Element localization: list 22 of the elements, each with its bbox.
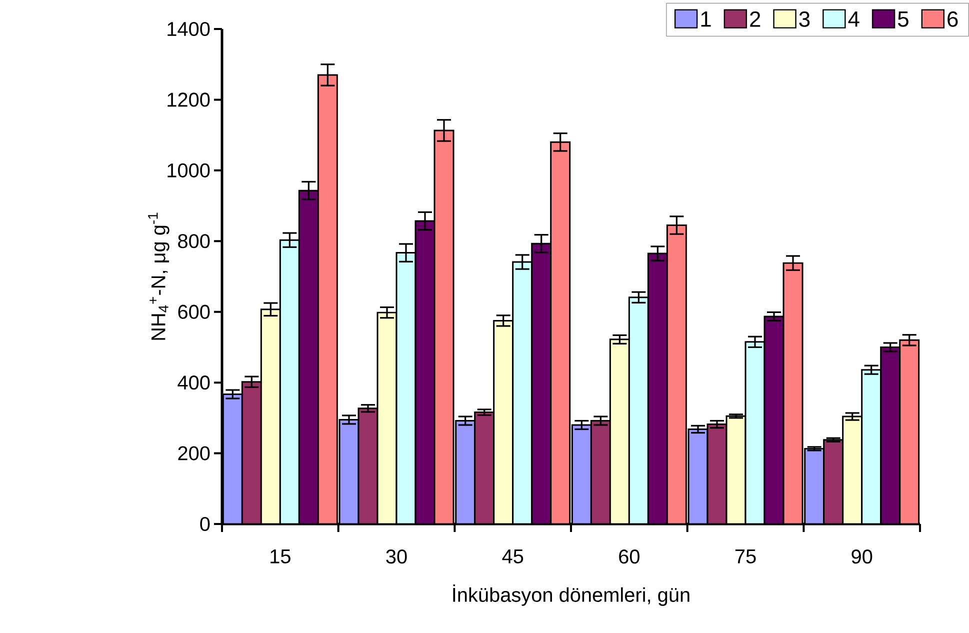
x-axis-title: İnkübasyon dönemleri, gün [453, 584, 690, 606]
legend-label: 5 [898, 12, 908, 27]
legend-label: 4 [848, 12, 860, 27]
y-tick-label: 0 [200, 516, 210, 532]
y-axis-title: NH$_{4}$$^{+}$-N, μg g$^{-1}$ [148, 212, 170, 340]
y-tick-label: 1400 [168, 22, 210, 36]
x-tick-label: 15 [270, 550, 290, 564]
legend-label: 6 [948, 11, 958, 27]
x-tick-label: 30 [386, 550, 407, 564]
x-tick-label: 60 [619, 550, 640, 564]
y-tick-label: 1200 [168, 92, 210, 107]
y-tick-label: 800 [178, 234, 210, 248]
legend-label: 2 [750, 11, 760, 27]
legend-label: 3 [799, 11, 810, 27]
y-tick-label: 600 [178, 304, 210, 319]
x-tick-label: 45 [502, 550, 524, 564]
y-tick-label: 400 [178, 376, 210, 390]
x-tick-label: 75 [735, 550, 756, 564]
y-tick-label: 200 [178, 446, 210, 460]
x-tick-label: 90 [852, 550, 872, 564]
legend-label: 1 [701, 12, 711, 27]
y-tick-label: 1000 [168, 163, 210, 178]
